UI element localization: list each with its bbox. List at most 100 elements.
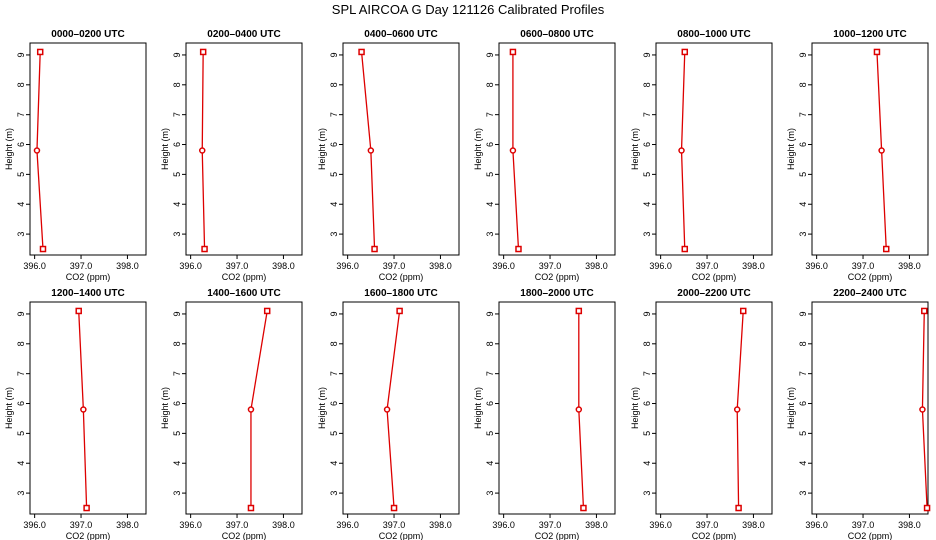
chart-panel: 0400–0600 UTC 396.0 397.0 398.0 CO2 (ppm) 3 4 5…: [317, 29, 460, 282]
plot-frame: [342, 301, 460, 515]
y-tick-label: 8: [642, 82, 652, 87]
x-tick-label: 396.0: [336, 261, 359, 271]
x-tick-label: 397.0: [696, 261, 719, 271]
y-tick-label: 6: [485, 401, 495, 406]
x-tick-label: 397.0: [539, 261, 562, 271]
x-tick-label: 398.0: [585, 261, 608, 271]
chart-panel: 1000–1200 UTC 396.0 397.0 398.0 CO2 (ppm) 3 4 5…: [786, 29, 929, 282]
y-tick-label: 5: [172, 431, 182, 436]
x-tick-label: 397.0: [852, 261, 875, 271]
y-tick-label: 7: [485, 112, 495, 117]
y-tick-label: 3: [16, 232, 26, 237]
plot-frame: [811, 301, 929, 515]
data-point: [201, 245, 208, 253]
y-tick-label: 7: [16, 112, 26, 117]
x-axis-label: CO2 (ppm): [848, 272, 893, 282]
y-axis-label: Height (m): [473, 128, 483, 170]
data-point: [681, 48, 689, 56]
x-axis-label: CO2 (ppm): [692, 531, 737, 540]
data-point: [371, 245, 378, 253]
y-tick-label: 7: [798, 112, 808, 117]
data-point: [733, 406, 741, 413]
y-tick-label: 8: [485, 341, 495, 346]
y-tick-label: 7: [172, 112, 182, 117]
y-tick-label: 4: [16, 202, 26, 207]
data-point: [33, 147, 41, 154]
plot-frame: [498, 42, 616, 256]
data-point: [263, 307, 271, 315]
y-tick-label: 7: [329, 371, 339, 376]
panel-title: 1800–2000 UTC: [520, 288, 593, 299]
data-point: [882, 245, 890, 253]
panel-title: 0000–0200 UTC: [51, 29, 124, 40]
chart-panel: 2200–2400 UTC 396.0 397.0 398.0 CO2 (ppm) 3 4 5…: [786, 288, 931, 540]
x-axis-label: CO2 (ppm): [692, 272, 737, 282]
x-tick-label: 397.0: [852, 520, 875, 530]
y-tick-label: 3: [172, 491, 182, 496]
y-tick-label: 6: [16, 142, 26, 147]
y-tick-label: 3: [485, 491, 495, 496]
data-point: [358, 48, 365, 56]
y-tick-label: 8: [16, 82, 26, 87]
y-tick-label: 4: [485, 202, 495, 207]
plot-frame: [498, 301, 616, 515]
y-tick-label: 9: [642, 52, 652, 57]
y-tick-label: 9: [329, 52, 339, 57]
y-axis-label: Height (m): [160, 128, 170, 170]
plot-frame: [29, 42, 147, 256]
y-tick-label: 8: [172, 341, 182, 346]
y-axis-label: Height (m): [786, 128, 796, 170]
y-tick-label: 9: [642, 311, 652, 316]
y-axis-label: Height (m): [317, 128, 327, 170]
x-axis-label: CO2 (ppm): [222, 272, 267, 282]
y-tick-label: 3: [642, 491, 652, 496]
plot-frame: [29, 301, 147, 515]
y-tick-label: 5: [16, 431, 26, 436]
y-tick-label: 5: [798, 431, 808, 436]
x-tick-label: 396.0: [23, 520, 46, 530]
y-axis-label: Height (m): [4, 128, 14, 170]
y-tick-label: 3: [16, 491, 26, 496]
y-axis-label: Height (m): [317, 387, 327, 429]
data-point: [515, 245, 522, 253]
y-tick-label: 5: [329, 172, 339, 177]
y-tick-label: 9: [329, 311, 339, 316]
chart-panel: 1200–1400 UTC 396.0 397.0 398.0 CO2 (ppm) 3 4 5…: [4, 288, 147, 540]
x-axis-label: CO2 (ppm): [535, 531, 580, 540]
y-tick-label: 3: [172, 232, 182, 237]
data-point: [198, 147, 206, 154]
y-tick-label: 6: [172, 142, 182, 147]
x-tick-label: 396.0: [649, 261, 672, 271]
x-tick-label: 397.0: [70, 261, 93, 271]
data-point: [878, 147, 885, 154]
y-tick-label: 8: [172, 82, 182, 87]
plot-frame: [655, 42, 773, 256]
plot-frame: [655, 301, 773, 515]
data-point: [396, 307, 403, 315]
panel-title: 0200–0400 UTC: [207, 29, 280, 40]
x-tick-label: 396.0: [23, 261, 46, 271]
panel-title: 1000–1200 UTC: [833, 29, 906, 40]
y-tick-label: 9: [485, 311, 495, 316]
y-tick-label: 5: [172, 172, 182, 177]
x-axis-label: CO2 (ppm): [848, 531, 893, 540]
y-tick-label: 3: [329, 491, 339, 496]
x-tick-label: 398.0: [116, 520, 139, 530]
y-tick-label: 9: [16, 311, 26, 316]
plot-frame: [811, 42, 929, 256]
y-tick-label: 4: [16, 461, 26, 466]
x-axis-label: CO2 (ppm): [222, 531, 267, 540]
y-tick-label: 3: [329, 232, 339, 237]
data-point: [383, 406, 391, 413]
y-tick-label: 4: [798, 202, 808, 207]
y-tick-label: 4: [172, 461, 182, 466]
y-tick-label: 9: [798, 311, 808, 316]
x-tick-label: 397.0: [226, 520, 249, 530]
y-tick-label: 8: [642, 341, 652, 346]
plot-frame: [185, 301, 303, 515]
x-tick-label: 396.0: [805, 520, 828, 530]
y-axis-label: Height (m): [4, 387, 14, 429]
y-tick-label: 4: [329, 202, 339, 207]
chart-panel: 0800–1000 UTC 396.0 397.0 398.0 CO2 (ppm) 3 4 5…: [630, 29, 773, 282]
y-tick-label: 4: [642, 202, 652, 207]
